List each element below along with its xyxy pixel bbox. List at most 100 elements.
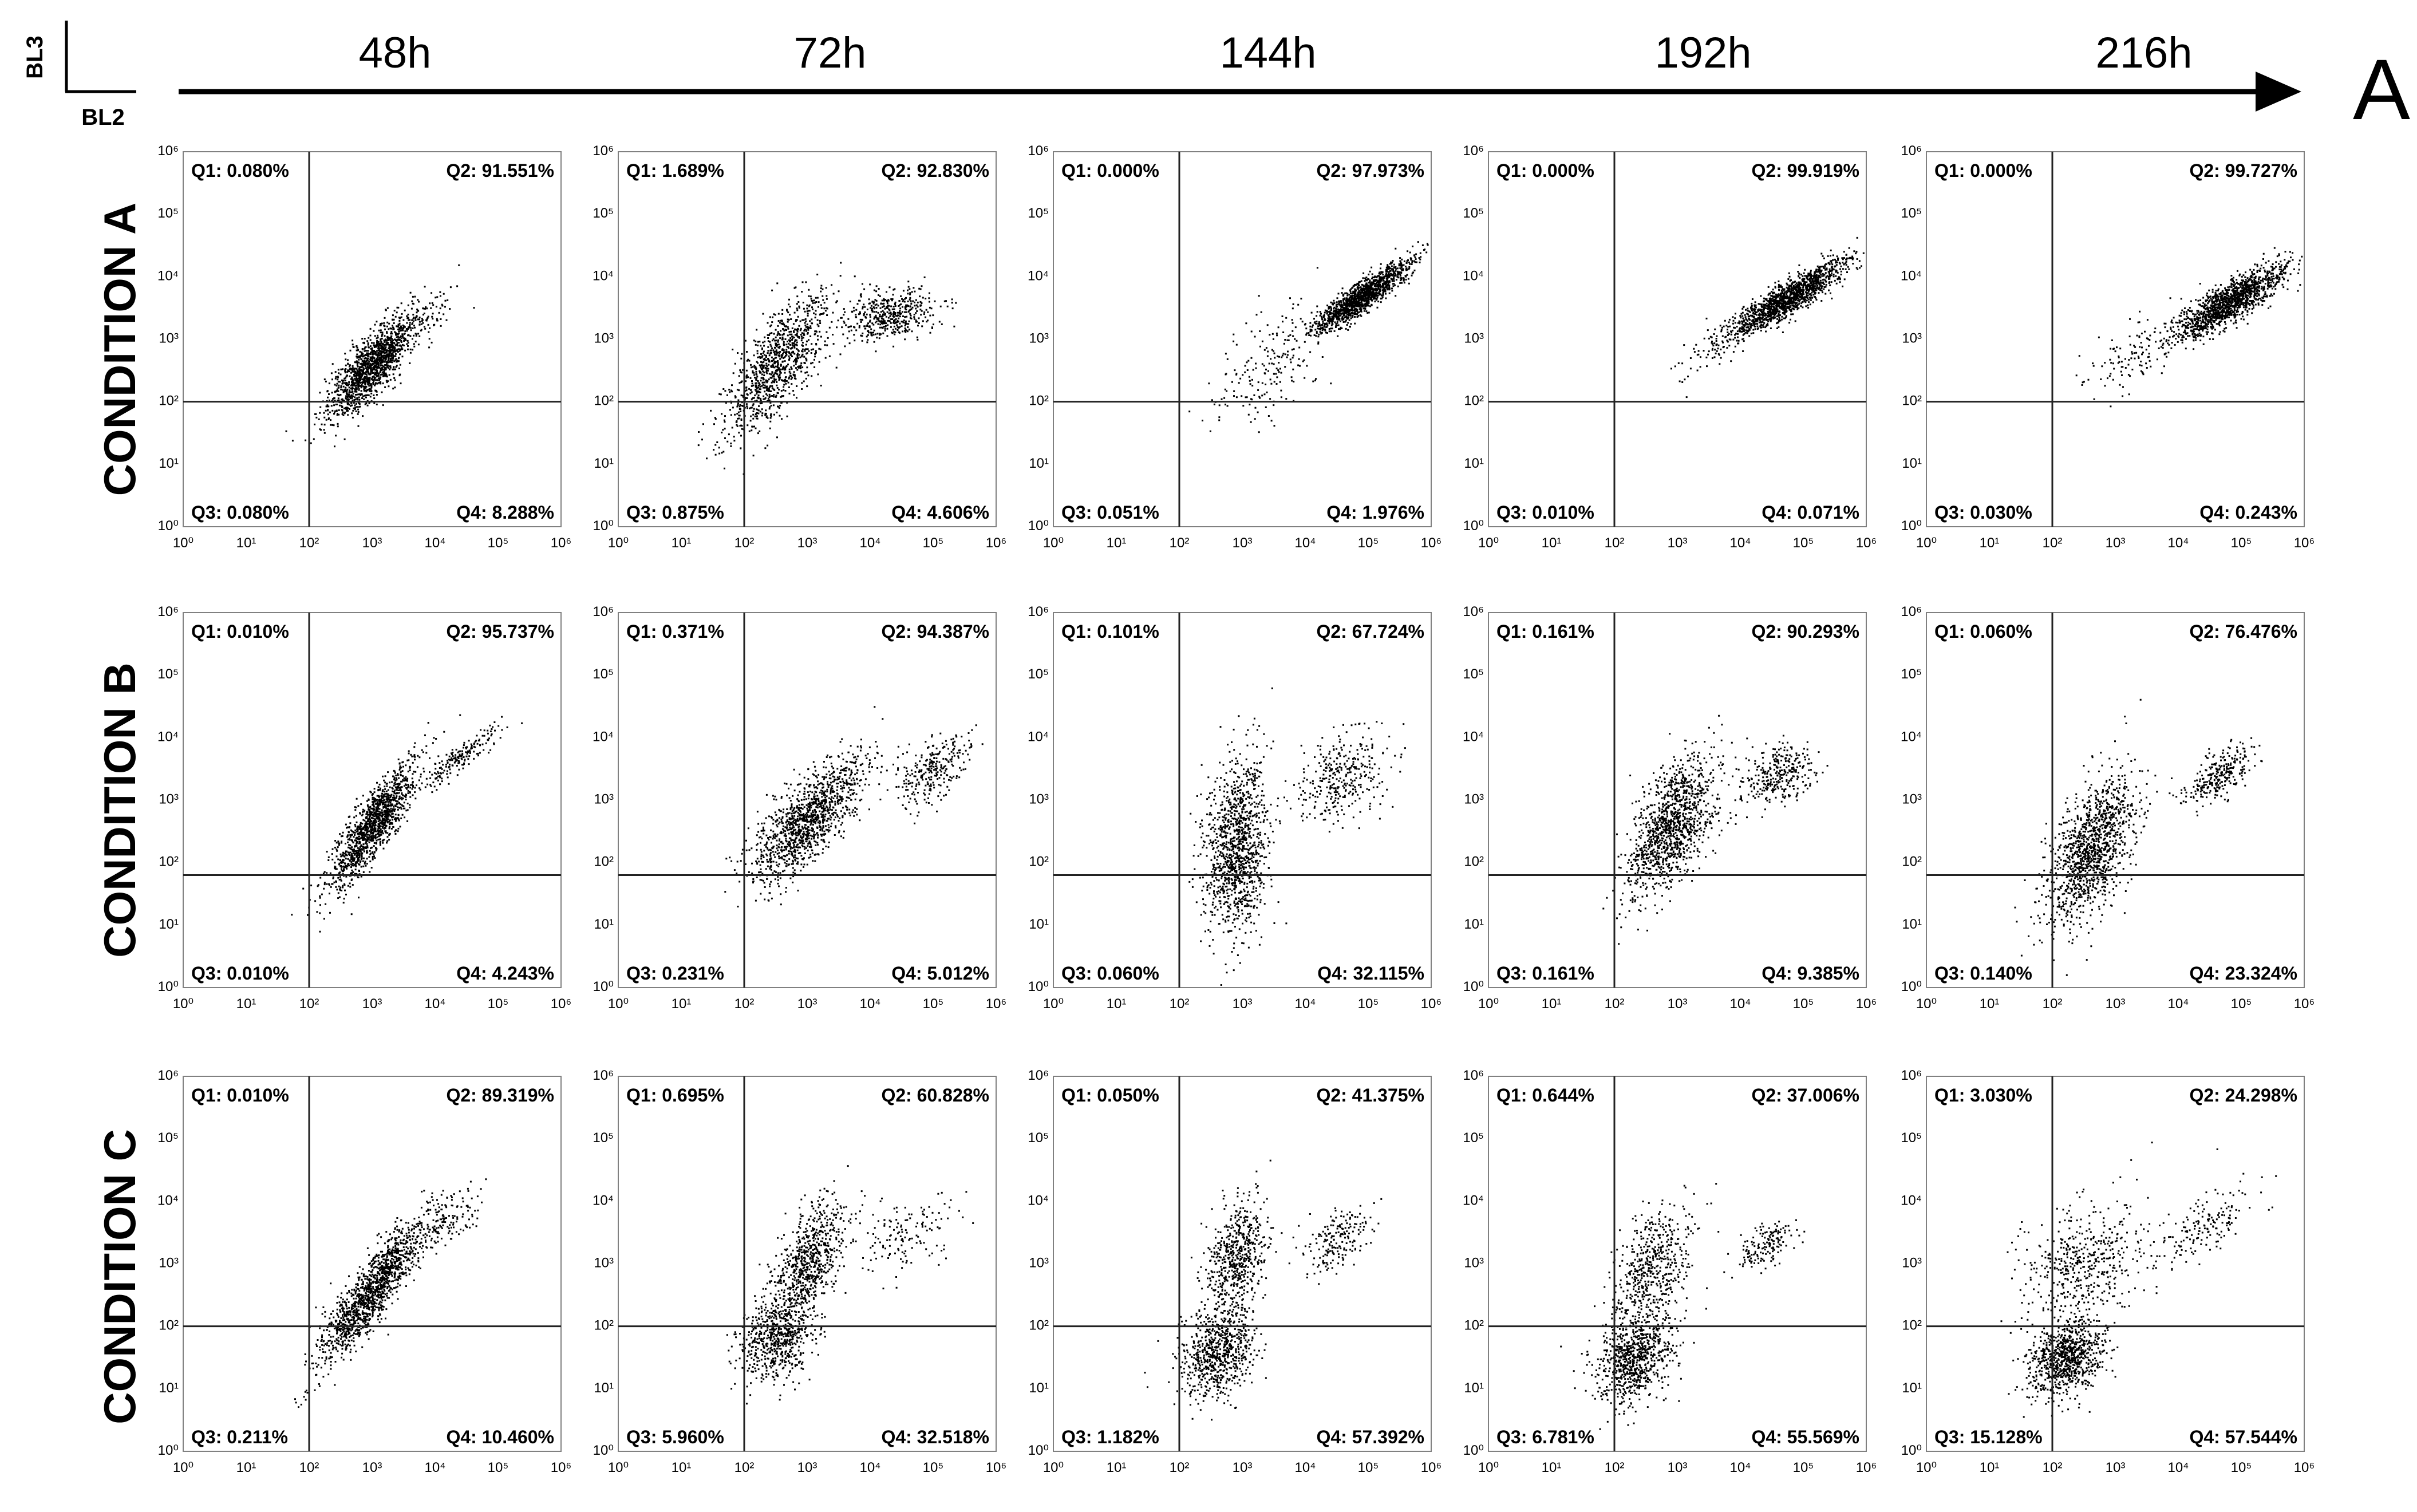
x-tick-label: 10¹ [672,535,692,551]
x-tick-label: 10⁴ [2167,1460,2189,1475]
scatter-points [1144,1159,1383,1421]
x-tick-label: 10³ [1233,535,1253,551]
quadrant-label-q3: Q3: 0.010% [1496,502,1594,523]
y-tick-label: 10² [594,1318,614,1333]
y-tick-label: 10³ [1902,792,1922,807]
x-tick-label: 10² [734,1460,755,1475]
x-tick-label: 10¹ [1980,535,2000,551]
y-tick-label: 10⁶ [1028,143,1049,159]
y-tick-label: 10² [1902,854,1922,870]
x-tick-label: 10⁵ [923,996,944,1012]
channel-legend: BL3 BL2 [22,21,136,130]
timepoint-label-192h: 192h [1654,29,1751,77]
y-tick-label: 10³ [1902,331,1922,346]
x-tick-label: 10⁶ [551,996,572,1012]
y-tick-label: 10⁵ [1463,206,1484,221]
x-tick-label: 10³ [1668,996,1688,1012]
x-tick-label: 10³ [362,996,382,1012]
x-tick-label: 10⁴ [1729,996,1751,1012]
x-tick-label: 10² [299,1460,319,1475]
y-tick-label: 10³ [1902,1256,1922,1271]
plot-frame [618,612,997,988]
y-tick-label: 10⁵ [157,1130,179,1146]
quadrant-label-q1: Q1: 0.000% [1061,160,1159,181]
y-tick-label: 10¹ [1464,456,1484,471]
quadrant-label-q3: Q3: 0.051% [1061,502,1159,523]
x-tick-label: 10⁰ [1478,1460,1499,1475]
x-tick-label: 10⁵ [488,1460,509,1475]
x-tick-label: 10⁴ [1294,996,1316,1012]
x-tick-label: 10⁰ [1916,535,1937,551]
x-tick-label: 10¹ [236,996,256,1012]
quadrant-label-q2: Q2: 60.828% [881,1085,989,1106]
quadrant-label-q4: Q4: 4.606% [891,502,989,523]
x-tick-label: 10⁴ [859,996,880,1012]
y-tick-label: 10⁰ [1463,1443,1484,1458]
y-tick-label: 10⁵ [593,206,614,221]
y-tick-label: 10³ [159,331,179,346]
y-tick-label: 10⁰ [593,1443,614,1458]
quadrant-label-q4: Q4: 57.392% [1316,1427,1424,1447]
y-tick-label: 10² [1902,393,1922,409]
y-tick-label: 10⁰ [593,518,614,534]
y-tick-label: 10⁴ [1463,268,1484,283]
y-tick-label: 10² [1029,1318,1049,1333]
y-tick-label: 10⁵ [157,666,179,682]
x-tick-label: 10² [1170,996,1190,1012]
scatter-points [2000,1142,2277,1418]
quadrant-label-q1: Q1: 0.371% [626,621,724,642]
quadrant-label-q3: Q3: 0.211% [191,1427,288,1447]
y-tick-label: 10⁶ [1463,604,1484,619]
y-tick-label: 10⁰ [1028,979,1049,994]
y-tick-label: 10³ [159,1256,179,1271]
quadrant-label-q1: Q1: 0.644% [1496,1085,1594,1106]
y-tick-label: 10¹ [1029,917,1049,932]
x-tick-label: 10⁴ [1294,535,1316,551]
quadrant-label-q4: Q4: 9.385% [1762,963,1859,984]
y-tick-label: 10² [1464,393,1484,409]
y-tick-label: 10⁶ [157,143,179,159]
quadrant-label-q2: Q2: 97.973% [1316,160,1424,181]
quadrant-label-q2: Q2: 92.830% [881,160,989,181]
y-tick-label: 10¹ [1464,1380,1484,1396]
y-tick-label: 10⁰ [1463,979,1484,994]
x-tick-label: 10¹ [1107,996,1127,1012]
x-tick-label: 10¹ [1107,535,1127,551]
quadrant-label-q4: Q4: 10.460% [446,1427,554,1447]
x-tick-label: 10² [1170,535,1190,551]
row-label-condition-c: CONDITION C [94,1129,145,1424]
y-tick-label: 10¹ [1029,456,1049,471]
quadrant-label-q2: Q2: 91.551% [446,160,554,181]
y-tick-label: 10² [159,854,179,870]
quadrant-label-q4: Q4: 1.976% [1326,502,1424,523]
y-tick-label: 10³ [159,792,179,807]
y-tick-label: 10⁴ [593,729,614,744]
x-tick-label: 10⁶ [2294,996,2315,1012]
x-tick-label: 10⁴ [2167,996,2189,1012]
x-tick-label: 10¹ [1542,535,1562,551]
y-tick-label: 10⁴ [157,729,179,744]
plot-b-192h: 10⁰ 10⁰ 10¹ 10¹ 10² 10² 10³ 10³ 10⁴ 10⁴ 10⁵ 10⁵ 10⁶ 1… [1463,604,1877,1012]
x-tick-label: 10² [1170,1460,1190,1475]
x-tick-label: 10⁰ [608,996,629,1012]
timepoint-label-216h: 216h [2095,29,2192,77]
quadrant-label-q1: Q1: 0.080% [191,160,289,181]
x-tick-label: 10⁵ [2231,1460,2252,1475]
quadrant-label-q2: Q2: 76.476% [2189,621,2297,642]
quadrant-label-q4: Q4: 55.569% [1751,1427,1859,1447]
y-tick-label: 10⁶ [1028,604,1049,619]
x-tick-label: 10⁴ [424,535,445,551]
y-tick-label: 10² [594,854,614,870]
y-tick-label: 10⁰ [1028,518,1049,534]
y-tick-label: 10³ [1464,792,1484,807]
x-tick-label: 10⁴ [859,1460,880,1475]
y-tick-label: 10¹ [159,917,179,932]
y-tick-label: 10⁴ [1901,729,1922,744]
quadrant-label-q1: Q1: 0.695% [626,1085,724,1106]
y-tick-label: 10² [159,393,179,409]
y-tick-label: 10⁴ [1463,1193,1484,1208]
quadrant-label-q4: Q4: 57.544% [2189,1427,2297,1447]
x-tick-label: 10² [2043,996,2063,1012]
scatter-points [2075,247,2303,408]
plot-frame [1926,612,2305,988]
